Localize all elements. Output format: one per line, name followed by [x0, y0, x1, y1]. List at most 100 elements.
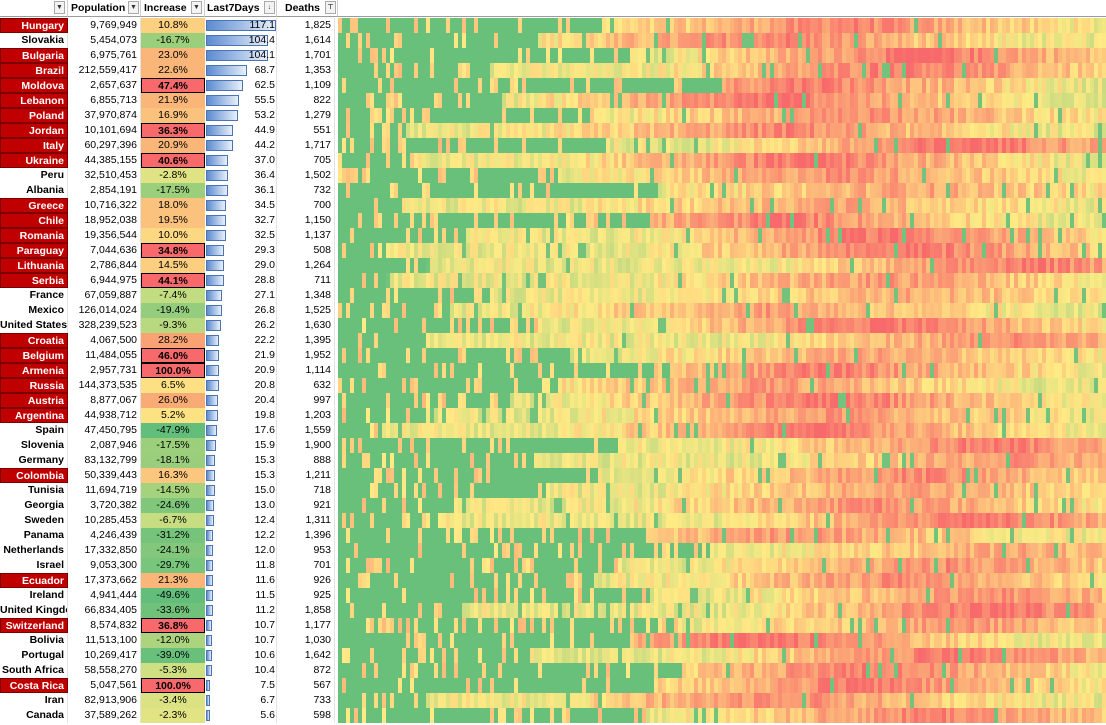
deaths-cell[interactable]: 632	[277, 378, 335, 393]
deaths-cell[interactable]: 732	[277, 183, 335, 198]
increase-cell[interactable]: 23.0%	[141, 48, 205, 63]
population-cell[interactable]: 4,067,500	[68, 333, 141, 348]
increase-cell[interactable]: -5.3%	[141, 663, 205, 678]
country-cell[interactable]: Argentina	[0, 408, 68, 423]
table-row[interactable]: Tunisia 11,694,719 -14.5% 15.0 718	[0, 483, 338, 498]
country-cell[interactable]: Canada	[0, 708, 68, 723]
increase-cell[interactable]: -17.5%	[141, 183, 205, 198]
last7days-cell[interactable]: 32.5	[205, 228, 277, 243]
last7days-cell[interactable]: 11.8	[205, 558, 277, 573]
increase-cell[interactable]: 34.8%	[141, 243, 205, 258]
population-cell[interactable]: 66,834,405	[68, 603, 141, 618]
population-cell[interactable]: 10,269,417	[68, 648, 141, 663]
last7days-cell[interactable]: 13.0	[205, 498, 277, 513]
country-cell[interactable]: Iran	[0, 693, 68, 708]
country-cell[interactable]: United States	[0, 318, 68, 333]
country-cell[interactable]: Greece	[0, 198, 68, 213]
last7days-cell[interactable]: 26.8	[205, 303, 277, 318]
table-row[interactable]: Romania 19,356,544 10.0% 32.5 1,137	[0, 228, 338, 243]
country-cell[interactable]: Hungary	[0, 18, 68, 33]
increase-cell[interactable]: 20.9%	[141, 138, 205, 153]
population-cell[interactable]: 47,450,795	[68, 423, 141, 438]
country-cell[interactable]: Tunisia	[0, 483, 68, 498]
country-cell[interactable]: Bolivia	[0, 633, 68, 648]
country-cell[interactable]: Belgium	[0, 348, 68, 363]
last7days-cell[interactable]: 68.7	[205, 63, 277, 78]
last7days-cell[interactable]: 44.2	[205, 138, 277, 153]
deaths-cell[interactable]: 1,264	[277, 258, 335, 273]
country-cell[interactable]: Peru	[0, 168, 68, 183]
increase-cell[interactable]: -12.0%	[141, 633, 205, 648]
country-cell[interactable]: Panama	[0, 528, 68, 543]
table-row[interactable]: Bolivia 11,513,100 -12.0% 10.7 1,030	[0, 633, 338, 648]
increase-cell[interactable]: -6.7%	[141, 513, 205, 528]
table-row[interactable]: Argentina 44,938,712 5.2% 19.8 1,203	[0, 408, 338, 423]
last7days-cell[interactable]: 20.4	[205, 393, 277, 408]
population-cell[interactable]: 2,854,191	[68, 183, 141, 198]
table-row[interactable]: Poland 37,970,874 16.9% 53.2 1,279	[0, 108, 338, 123]
population-cell[interactable]: 44,938,712	[68, 408, 141, 423]
deaths-cell[interactable]: 718	[277, 483, 335, 498]
country-cell[interactable]: Mexico	[0, 303, 68, 318]
last7days-cell[interactable]: 21.9	[205, 348, 277, 363]
table-row[interactable]: Moldova 2,657,637 47.4% 62.5 1,109	[0, 78, 338, 93]
population-cell[interactable]: 6,975,761	[68, 48, 141, 63]
deaths-cell[interactable]: 1,203	[277, 408, 335, 423]
deaths-cell[interactable]: 1,614	[277, 33, 335, 48]
population-cell[interactable]: 8,574,832	[68, 618, 141, 633]
last7days-cell[interactable]: 104.1	[205, 48, 277, 63]
table-row[interactable]: Canada 37,589,262 -2.3% 5.6 598	[0, 708, 338, 723]
population-cell[interactable]: 126,014,024	[68, 303, 141, 318]
table-row[interactable]: Jordan 10,101,694 36.3% 44.9 551	[0, 123, 338, 138]
increase-cell[interactable]: 26.0%	[141, 393, 205, 408]
increase-cell[interactable]: 18.0%	[141, 198, 205, 213]
table-row[interactable]: Portugal 10,269,417 -39.0% 10.6 1,642	[0, 648, 338, 663]
table-row[interactable]: Germany 83,132,799 -18.1% 15.3 888	[0, 453, 338, 468]
population-cell[interactable]: 17,332,850	[68, 543, 141, 558]
population-cell[interactable]: 11,513,100	[68, 633, 141, 648]
last7days-cell[interactable]: 10.4	[205, 663, 277, 678]
increase-cell[interactable]: 100.0%	[141, 363, 205, 378]
increase-cell[interactable]: 19.5%	[141, 213, 205, 228]
filter-dropdown-icon[interactable]: ▼	[54, 1, 65, 14]
increase-cell[interactable]: -39.0%	[141, 648, 205, 663]
last7days-cell[interactable]: 28.8	[205, 273, 277, 288]
increase-cell[interactable]: 10.8%	[141, 18, 205, 33]
increase-cell[interactable]: -2.3%	[141, 708, 205, 723]
increase-cell[interactable]: -17.5%	[141, 438, 205, 453]
table-row[interactable]: Netherlands 17,332,850 -24.1% 12.0 953	[0, 543, 338, 558]
increase-cell[interactable]: -31.2%	[141, 528, 205, 543]
table-row[interactable]: Austria 8,877,067 26.0% 20.4 997	[0, 393, 338, 408]
deaths-cell[interactable]: 1,211	[277, 468, 335, 483]
country-cell[interactable]: Ireland	[0, 588, 68, 603]
population-cell[interactable]: 6,855,713	[68, 93, 141, 108]
increase-cell[interactable]: 22.6%	[141, 63, 205, 78]
deaths-cell[interactable]: 1,559	[277, 423, 335, 438]
country-cell[interactable]: Croatia	[0, 333, 68, 348]
country-cell[interactable]: Germany	[0, 453, 68, 468]
deaths-cell[interactable]: 1,525	[277, 303, 335, 318]
deaths-cell[interactable]: 567	[277, 678, 335, 693]
deaths-cell[interactable]: 1,177	[277, 618, 335, 633]
last7days-cell[interactable]: 11.5	[205, 588, 277, 603]
country-cell[interactable]: Poland	[0, 108, 68, 123]
population-cell[interactable]: 2,957,731	[68, 363, 141, 378]
last7days-cell[interactable]: 117.1	[205, 18, 277, 33]
last7days-cell[interactable]: 32.7	[205, 213, 277, 228]
deaths-cell[interactable]: 1,717	[277, 138, 335, 153]
table-row[interactable]: Serbia 6,944,975 44.1% 28.8 711	[0, 273, 338, 288]
last7days-cell[interactable]: 27.1	[205, 288, 277, 303]
population-cell[interactable]: 328,239,523	[68, 318, 141, 333]
country-cell[interactable]: Moldova	[0, 78, 68, 93]
last7days-cell[interactable]: 15.0	[205, 483, 277, 498]
deaths-cell[interactable]: 926	[277, 573, 335, 588]
country-cell[interactable]: United Kingdom	[0, 603, 68, 618]
country-cell[interactable]: Russia	[0, 378, 68, 393]
country-cell[interactable]: Israel	[0, 558, 68, 573]
country-cell[interactable]: Portugal	[0, 648, 68, 663]
deaths-cell[interactable]: 888	[277, 453, 335, 468]
last7days-cell[interactable]: 7.5	[205, 678, 277, 693]
last7days-cell[interactable]: 20.8	[205, 378, 277, 393]
deaths-cell[interactable]: 598	[277, 708, 335, 723]
population-cell[interactable]: 67,059,887	[68, 288, 141, 303]
